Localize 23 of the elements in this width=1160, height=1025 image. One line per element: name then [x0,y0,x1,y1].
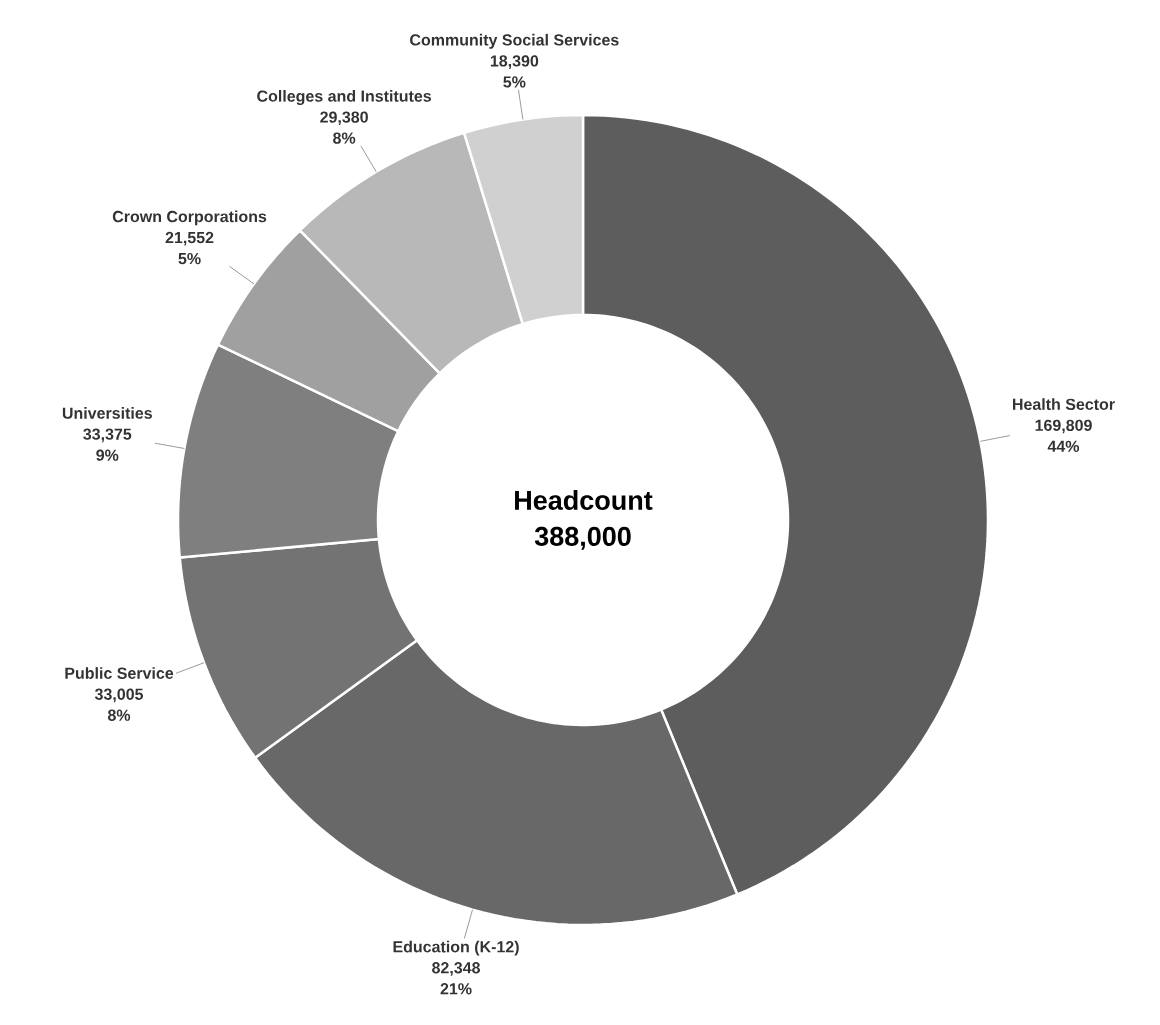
data-label: 29,380 [320,111,368,126]
slice-label: Universities [62,407,152,419]
text: Headcount [515,490,653,510]
text: 5% [178,252,201,265]
text: 8% [333,132,356,144]
slice-label: Education (K-12) [393,940,519,956]
data-label: 33,375 [83,428,132,443]
data-label: 21,552 [165,231,214,246]
text: 8% [107,709,131,721]
text: 21% [440,983,472,995]
slice-label: Public Service [65,667,174,679]
data-label: 82,348 [432,962,480,976]
data-label: 169,809 [1035,419,1092,434]
text: 9% [96,449,119,461]
slice-label: Health Sector [1012,398,1115,410]
slice-label: Crown Corporations [112,210,267,226]
text: 388,000 [534,526,631,550]
text: 44% [1047,440,1080,452]
slice-label: Colleges and Institutes [257,90,432,105]
slice-label: Community Social Services [410,33,619,49]
data-label: 18,390 [490,55,539,69]
text: 5% [503,76,526,88]
data-label: 33,005 [94,688,144,703]
